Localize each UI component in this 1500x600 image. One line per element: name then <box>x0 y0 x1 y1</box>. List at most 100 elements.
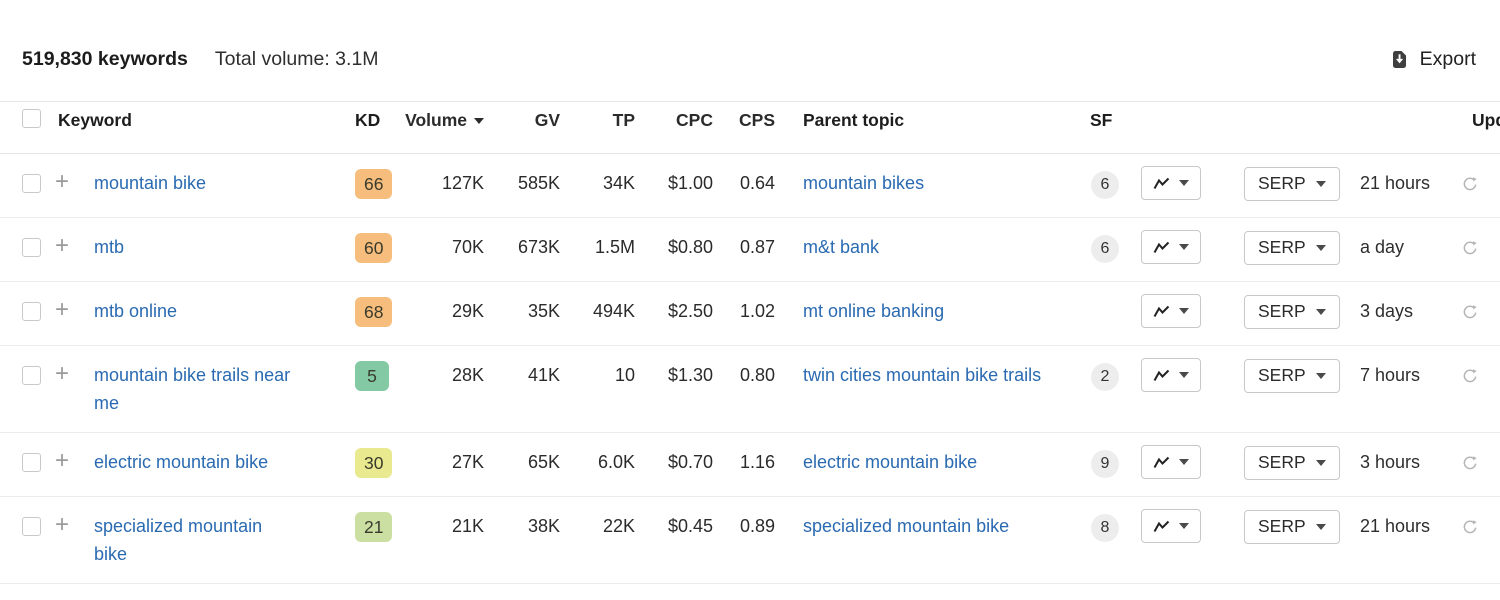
parent-topic-link[interactable]: m&t bank <box>803 237 880 257</box>
volume-value: 127K <box>441 173 484 193</box>
plus-add-icon[interactable]: + <box>55 296 70 323</box>
trend-chart-button[interactable] <box>1141 230 1201 264</box>
keyword-link[interactable]: specialized mountain bike <box>94 516 263 564</box>
chevron-down-icon <box>1179 459 1189 465</box>
serp-button[interactable]: SERP <box>1244 445 1340 480</box>
cps-value: 0.64 <box>739 173 775 193</box>
serp-button[interactable]: SERP <box>1244 166 1340 201</box>
column-header-updated: Updated <box>1472 110 1500 131</box>
export-button[interactable]: Export <box>1389 48 1476 71</box>
tp-value: 494K <box>592 301 635 321</box>
refresh-icon[interactable] <box>1461 453 1479 481</box>
table-row: + mtb online 68 29K 35K 494K $2.50 1.02 … <box>0 282 1500 346</box>
updated-value: 7 hours <box>1360 365 1421 385</box>
column-header-cps: CPS <box>739 110 775 131</box>
column-header-volume[interactable]: Volume <box>388 110 484 131</box>
serp-button[interactable]: SERP <box>1244 509 1340 544</box>
column-header-keyword: Keyword <box>58 110 132 131</box>
gv-value: 41K <box>527 365 560 385</box>
table-row: + mtb 60 70K 673K 1.5M $0.80 0.87 m&t ba… <box>0 218 1500 282</box>
row-checkbox[interactable] <box>22 517 41 536</box>
chevron-down-icon <box>1315 308 1326 315</box>
sparkline-icon <box>1153 241 1170 253</box>
table-row: + mountain bike trails near me 5 28K 41K… <box>0 346 1500 433</box>
volume-value: 70K <box>451 237 484 257</box>
refresh-icon[interactable] <box>1461 302 1479 330</box>
updated-value: 3 hours <box>1360 452 1421 472</box>
keyword-link[interactable]: mountain bike <box>94 173 207 193</box>
trend-chart-button[interactable] <box>1141 294 1201 328</box>
chevron-down-icon <box>1315 459 1326 466</box>
cpc-value: $1.30 <box>667 365 713 385</box>
sf-badge: 6 <box>1091 171 1119 199</box>
table-row: + specialized mountain bike 21 21K 38K 2… <box>0 497 1500 584</box>
parent-topic-link[interactable]: specialized mountain bike <box>803 516 1010 536</box>
refresh-icon[interactable] <box>1461 238 1479 266</box>
parent-topic-link[interactable]: mt online banking <box>803 301 945 321</box>
chevron-down-icon <box>1179 372 1189 378</box>
plus-add-icon[interactable]: + <box>55 360 70 387</box>
row-checkbox[interactable] <box>22 366 41 385</box>
serp-button[interactable]: SERP <box>1244 358 1340 393</box>
sf-badge: 8 <box>1091 514 1119 542</box>
row-checkbox[interactable] <box>22 174 41 193</box>
trend-chart-button[interactable] <box>1141 166 1201 200</box>
table-row: + electric mountain bike 30 27K 65K 6.0K… <box>0 433 1500 497</box>
plus-add-icon[interactable]: + <box>55 447 70 474</box>
chevron-down-icon <box>1315 180 1326 187</box>
trend-chart-button[interactable] <box>1141 509 1201 543</box>
column-header-parent-topic: Parent topic <box>803 110 905 131</box>
row-checkbox[interactable] <box>22 238 41 257</box>
sparkline-icon <box>1153 305 1170 317</box>
cpc-value: $0.45 <box>667 516 713 536</box>
tp-value: 1.5M <box>594 237 635 257</box>
refresh-icon[interactable] <box>1461 517 1479 545</box>
kd-badge: 30 <box>355 448 393 478</box>
tp-value: 6.0K <box>597 452 635 472</box>
refresh-icon[interactable] <box>1461 366 1479 394</box>
toolbar: 519,830 keywords Total volume: 3.1M Expo… <box>0 0 1500 101</box>
column-header-gv: GV <box>534 110 560 131</box>
cpc-value: $1.00 <box>667 173 713 193</box>
chevron-down-icon <box>1315 244 1326 251</box>
parent-topic-link[interactable]: mountain bikes <box>803 173 925 193</box>
table-header: Keyword KD Volume GV TP CPC CPS Parent t… <box>0 101 1500 154</box>
sf-badge: 2 <box>1091 363 1119 391</box>
keyword-link[interactable]: electric mountain bike <box>94 452 269 472</box>
export-label: Export <box>1419 48 1476 70</box>
row-checkbox[interactable] <box>22 453 41 472</box>
table-row: + mountain bike 66 127K 585K 34K $1.00 0… <box>0 154 1500 218</box>
keyword-link[interactable]: mtb online <box>94 301 178 321</box>
chevron-down-icon <box>1315 523 1326 530</box>
select-all-checkbox[interactable] <box>22 108 41 128</box>
gv-value: 35K <box>527 301 560 321</box>
trend-chart-button[interactable] <box>1141 358 1201 392</box>
cpc-value: $2.50 <box>667 301 713 321</box>
parent-topic-link[interactable]: twin cities mountain bike trails <box>803 365 1042 385</box>
sf-badge: 9 <box>1091 450 1119 478</box>
row-checkbox[interactable] <box>22 302 41 321</box>
serp-button[interactable]: SERP <box>1244 294 1340 329</box>
keywords-count: 519,830 keywords <box>22 48 188 70</box>
kd-badge: 21 <box>355 512 393 542</box>
kd-badge: 60 <box>355 233 393 263</box>
trend-chart-button[interactable] <box>1141 445 1201 479</box>
gv-value: 38K <box>527 516 560 536</box>
plus-add-icon[interactable]: + <box>55 511 70 538</box>
gv-value: 673K <box>517 237 560 257</box>
gv-value: 65K <box>527 452 560 472</box>
kd-badge: 66 <box>355 169 393 199</box>
sf-badge: 6 <box>1091 235 1119 263</box>
parent-topic-link[interactable]: electric mountain bike <box>803 452 978 472</box>
keyword-link[interactable]: mtb <box>94 237 125 257</box>
keyword-link[interactable]: mountain bike trails near me <box>94 365 291 413</box>
tp-value: 10 <box>614 365 635 385</box>
chevron-down-icon <box>1179 308 1189 314</box>
plus-add-icon[interactable]: + <box>55 232 70 259</box>
serp-button[interactable]: SERP <box>1244 230 1340 265</box>
volume-value: 29K <box>451 301 484 321</box>
plus-add-icon[interactable]: + <box>55 168 70 195</box>
refresh-icon[interactable] <box>1461 174 1479 202</box>
tp-value: 34K <box>602 173 635 193</box>
volume-value: 27K <box>451 452 484 472</box>
